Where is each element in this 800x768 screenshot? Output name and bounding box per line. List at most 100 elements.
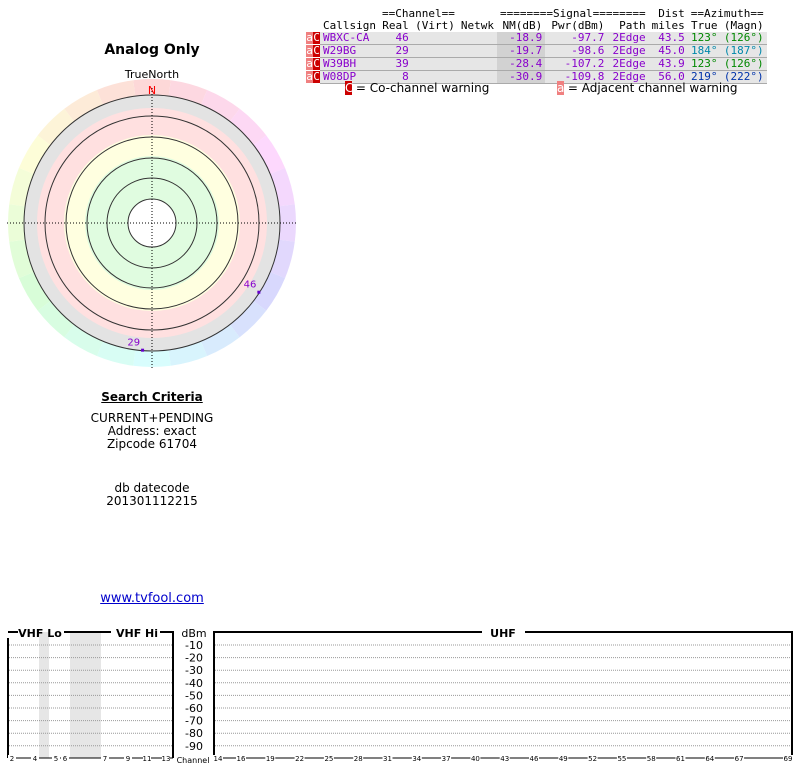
cell-miles: 56.0 bbox=[648, 70, 688, 84]
column-header: miles bbox=[651, 19, 685, 32]
column-header: Netwk bbox=[460, 19, 494, 32]
table-row[interactable]: aC W29BG 29 -19.7 -98.6 2Edge 45.0 184° (187°) bbox=[306, 44, 767, 58]
cell-true: 219° bbox=[687, 70, 721, 84]
cell-virt bbox=[411, 70, 458, 84]
cell-nm: -19.7 bbox=[496, 44, 546, 58]
cell-magn: (187°) bbox=[720, 44, 767, 58]
adjacent-warning-icon: a bbox=[306, 70, 313, 83]
column-header: NM(dB) bbox=[502, 19, 543, 32]
dist-header: Dist bbox=[658, 7, 685, 20]
db-value: 201301112215 bbox=[106, 494, 198, 508]
channel-tick: 5 bbox=[54, 755, 58, 763]
channel-tick: 43 bbox=[500, 755, 509, 763]
co-channel-legend: C = Co-channel warning bbox=[345, 81, 489, 95]
cell-real: 29 bbox=[378, 44, 412, 58]
channel-tick: 69 bbox=[784, 755, 793, 763]
co-channel-icon: C bbox=[345, 81, 354, 95]
criteria-line: CURRENT+PENDING bbox=[90, 411, 214, 425]
cell-path: 2Edge bbox=[607, 57, 649, 71]
channel-label: Channel bbox=[177, 756, 210, 765]
cell-netwk bbox=[457, 44, 497, 58]
dbm-tick: -30 bbox=[185, 664, 203, 677]
cell-nm: -18.9 bbox=[496, 32, 546, 45]
column-header: (Magn) bbox=[723, 19, 764, 32]
criteria-line: Address: exact bbox=[107, 424, 197, 438]
channel-tick: 22 bbox=[295, 755, 304, 763]
dbm-tick: -60 bbox=[185, 702, 203, 715]
cell-pwr: -98.6 bbox=[545, 44, 608, 58]
cell-miles: 43.9 bbox=[648, 57, 688, 71]
cell-nm: -28.4 bbox=[496, 57, 546, 71]
channel-tick: 19 bbox=[266, 755, 275, 763]
channel-tick: 9 bbox=[126, 755, 130, 763]
co-channel-text: = Co-channel warning bbox=[355, 81, 490, 95]
cell-virt bbox=[411, 57, 458, 71]
channel-tick: 52 bbox=[588, 755, 597, 763]
channel-tick: 67 bbox=[735, 755, 744, 763]
page-title: Analog Only bbox=[104, 42, 200, 58]
dbm-tick: -10 bbox=[185, 639, 203, 652]
channel-tick: 46 bbox=[530, 755, 539, 763]
channel-tick: 28 bbox=[354, 755, 363, 763]
cell-miles: 43.5 bbox=[648, 32, 688, 45]
co-channel-warning-icon: C bbox=[313, 57, 320, 70]
cell-true: 123° bbox=[687, 32, 721, 45]
column-header: (Virt) bbox=[415, 19, 455, 32]
cell-callsign: W39BH bbox=[320, 57, 379, 71]
signal-group-header: ========Signal======== bbox=[499, 7, 646, 20]
table-row[interactable]: aC W39BH 39 -28.4 -107.2 2Edge 43.9 123° (126°) bbox=[306, 57, 767, 71]
dbm-tick: -20 bbox=[185, 652, 203, 665]
channel-tick: 55 bbox=[617, 755, 626, 763]
polar-plot: N 46 29 bbox=[7, 78, 297, 368]
channel-tick: 6 bbox=[63, 755, 68, 763]
channel-tick: 61 bbox=[676, 755, 685, 763]
vhf-lo-label: VHF Lo bbox=[18, 627, 62, 640]
true-north-label: TrueNorth bbox=[124, 68, 180, 81]
spectrum-chart: -10-20-30-40-50-60-70-80-90 VHF Lo VHF H… bbox=[7, 627, 793, 765]
channel-tick: 25 bbox=[324, 755, 333, 763]
cell-path: 2Edge bbox=[607, 32, 649, 45]
dbm-label: dBm bbox=[181, 627, 206, 640]
channel-group-header: ==Channel== bbox=[381, 7, 455, 20]
channel-tick: 49 bbox=[559, 755, 568, 763]
channel-tick: 37 bbox=[442, 755, 451, 763]
station-marker bbox=[257, 290, 261, 294]
azimuth-group-header: ==Azimuth== bbox=[690, 7, 764, 20]
column-header: Path bbox=[619, 19, 646, 32]
adjacent-channel-legend: a = Adjacent channel warning bbox=[557, 81, 737, 95]
north-label: N bbox=[148, 84, 156, 97]
channel-tick: 7 bbox=[103, 755, 107, 763]
dbm-tick: -90 bbox=[185, 740, 203, 753]
channel-tick: 34 bbox=[412, 755, 421, 763]
db-label: db datecode bbox=[114, 481, 190, 495]
channel-tick: 4 bbox=[33, 755, 38, 763]
station-marker-label: 46 bbox=[244, 280, 257, 291]
criteria-line: Zipcode 61704 bbox=[106, 437, 198, 451]
cell-pwr: -109.8 bbox=[545, 70, 608, 84]
tvfool-link[interactable]: www.tvfool.com bbox=[100, 591, 204, 606]
cell-netwk bbox=[457, 70, 497, 84]
dbm-tick: -80 bbox=[185, 727, 203, 740]
station-marker bbox=[141, 348, 145, 352]
cell-miles: 45.0 bbox=[648, 44, 688, 58]
station-marker-label: 29 bbox=[127, 338, 140, 349]
column-header: True bbox=[691, 19, 718, 32]
adjacent-warning-icon: a bbox=[306, 31, 313, 45]
adjacent-warning-icon: a bbox=[306, 57, 313, 70]
cell-virt bbox=[411, 32, 458, 45]
cell-callsign: WBXC-CA bbox=[320, 32, 379, 45]
cell-real: 39 bbox=[378, 57, 412, 71]
cell-path: 2Edge bbox=[607, 44, 649, 58]
station-table: ==Channel== ========Signal======== Dist ==A… bbox=[306, 8, 767, 84]
cell-magn: (222°) bbox=[720, 70, 767, 84]
dbm-tick: -70 bbox=[185, 715, 203, 728]
cell-virt bbox=[411, 44, 458, 58]
criteria-heading: Search Criteria bbox=[101, 390, 203, 404]
cell-magn: (126°) bbox=[720, 32, 767, 45]
cell-callsign: W29BG bbox=[320, 44, 379, 58]
cell-real: 8 bbox=[378, 70, 412, 84]
channel-tick: 16 bbox=[237, 755, 246, 763]
dbm-tick: -50 bbox=[185, 689, 203, 702]
cell-true: 123° bbox=[687, 57, 721, 71]
table-row[interactable]: aC WBXC-CA 46 -18.9 -97.7 2Edge 43.5 123° (126°) bbox=[306, 32, 767, 45]
